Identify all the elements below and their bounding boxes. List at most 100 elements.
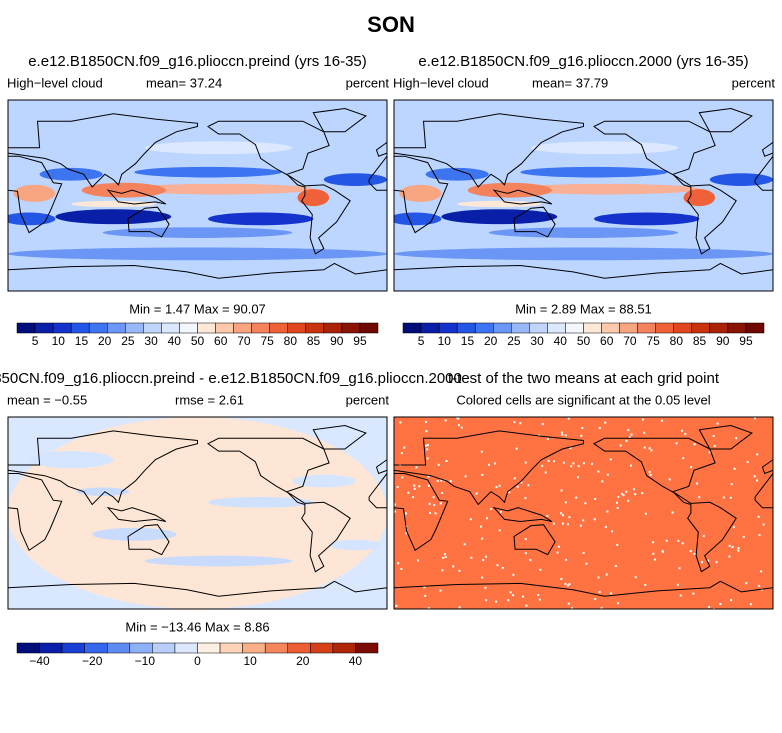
field-shade (329, 539, 382, 551)
insignificant-cell (632, 488, 635, 491)
insignificant-cell (449, 480, 452, 483)
insignificant-cell (693, 443, 696, 446)
colorbar-label: 20 (98, 334, 112, 348)
panel: e.e12.B1850CN.f09_g16.plioccn.preind - e… (0, 370, 462, 668)
insignificant-cell (458, 569, 461, 572)
colorbar-box (287, 642, 311, 654)
insignificant-cell (753, 475, 756, 478)
field-shade (709, 173, 773, 186)
insignificant-cell (642, 418, 645, 421)
insignificant-cell (758, 584, 761, 587)
insignificant-cell (552, 522, 555, 525)
coastline (394, 580, 773, 609)
insignificant-cell (757, 515, 760, 518)
insignificant-cell (732, 526, 735, 529)
panel-center-label: mean= 37.24 (146, 75, 222, 90)
colorbar-box (174, 642, 198, 654)
insignificant-cell (400, 567, 403, 570)
colorbar-label: 10 (438, 334, 452, 348)
colorbar-box (107, 642, 131, 654)
colorbar-box (474, 322, 494, 334)
insignificant-cell (684, 433, 687, 436)
colorbar-label: 80 (284, 334, 298, 348)
insignificant-cell (442, 556, 445, 559)
field-shade (13, 184, 56, 202)
insignificant-cell (432, 496, 435, 499)
insignificant-cell (690, 466, 693, 469)
insignificant-cell (617, 495, 620, 498)
insignificant-cell (614, 565, 617, 568)
insignificant-cell (494, 462, 497, 465)
insignificant-cell (513, 477, 516, 480)
insignificant-cell (484, 586, 487, 589)
insignificant-cell (661, 550, 664, 553)
insignificant-cell (630, 433, 633, 436)
colorbar-label: 70 (623, 334, 637, 348)
insignificant-cell (485, 517, 488, 520)
panel-stats: Min = 1.47 Max = 90.07 (129, 301, 266, 316)
insignificant-cell (519, 422, 522, 425)
map (394, 417, 773, 609)
insignificant-cell (616, 602, 619, 605)
panel-left-label: mean = −0.55 (7, 392, 87, 407)
insignificant-cell (649, 473, 652, 476)
insignificant-cell (433, 504, 436, 507)
colorbar-box (129, 642, 153, 654)
insignificant-cell (733, 467, 736, 470)
insignificant-cell (457, 417, 460, 420)
field-shade (8, 417, 387, 609)
map (8, 417, 387, 609)
field-shade (488, 227, 679, 238)
insignificant-cell (698, 496, 701, 499)
field-shade (29, 451, 114, 469)
insignificant-cell (426, 457, 429, 460)
insignificant-cell (480, 450, 483, 453)
insignificant-cell (584, 502, 587, 505)
insignificant-cell (481, 537, 484, 540)
insignificant-cell (562, 461, 565, 464)
colorbar-box (547, 322, 566, 334)
insignificant-cell (590, 462, 593, 465)
insignificant-cell (652, 541, 655, 544)
insignificant-cell (572, 462, 575, 465)
insignificant-cell (464, 475, 467, 478)
coastline (368, 155, 387, 191)
insignificant-cell (524, 552, 527, 555)
coastline (8, 113, 198, 188)
insignificant-cell (735, 437, 738, 440)
coastline (394, 430, 584, 506)
insignificant-cell (628, 436, 631, 439)
insignificant-cell (585, 562, 588, 565)
colorbar-label: −40 (29, 654, 50, 668)
colorbar-label: 40 (349, 654, 363, 668)
insignificant-cell (625, 490, 628, 493)
insignificant-cell (676, 583, 679, 586)
insignificant-cell (395, 604, 398, 607)
insignificant-cell (567, 417, 570, 420)
insignificant-cell (437, 463, 440, 466)
insignificant-cell (679, 594, 682, 597)
insignificant-cell (680, 429, 683, 432)
panel-center-label: rmse = 2.61 (175, 392, 244, 407)
insignificant-cell (653, 558, 656, 561)
insignificant-cell (524, 538, 527, 541)
colorbar-label: 85 (307, 334, 321, 348)
insignificant-cell (689, 550, 692, 553)
field-shade (134, 166, 282, 178)
insignificant-cell (730, 483, 733, 486)
coastline (394, 113, 584, 188)
insignificant-cell (564, 501, 567, 504)
insignificant-cell (470, 556, 473, 559)
insignificant-cell (439, 502, 442, 505)
field-shade (683, 189, 716, 207)
insignificant-cell (582, 519, 585, 522)
colorbar-box (310, 642, 334, 654)
colorbar-label: 85 (693, 334, 707, 348)
insignificant-cell (416, 559, 419, 562)
field-shade (8, 247, 387, 261)
insignificant-cell (601, 480, 604, 483)
insignificant-cell (561, 522, 564, 525)
insignificant-cell (681, 542, 684, 545)
insignificant-cell (708, 451, 711, 454)
field-shade (144, 141, 293, 155)
